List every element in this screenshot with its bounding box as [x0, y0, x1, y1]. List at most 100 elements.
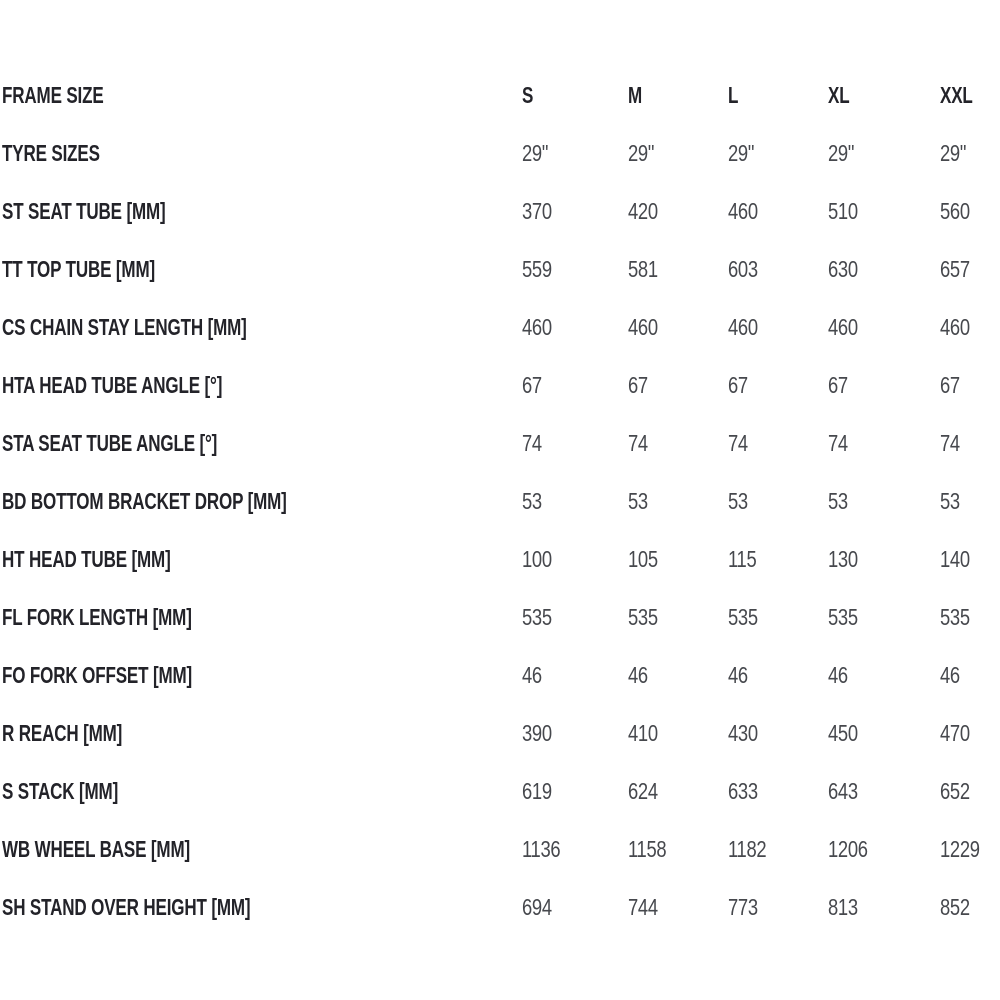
value-cell: 105	[628, 546, 728, 573]
cell-value: 1158	[628, 835, 667, 862]
value-cell: 67	[522, 372, 628, 399]
table-row: SH STAND OVER HEIGHT [MM] 694 744 773 813 852	[2, 878, 1000, 936]
cell-value: 744	[628, 893, 658, 920]
value-cell: 390	[522, 720, 628, 747]
table-body: TYRE SIZES 29" 29" 29" 29" 29" ST SEAT TUBE [M…	[2, 124, 1000, 936]
value-cell: 633	[728, 778, 828, 805]
value-cell: 773	[728, 894, 828, 921]
value-cell: 1136	[522, 836, 628, 863]
value-cell: 1229	[940, 836, 1000, 863]
value-cell: 535	[728, 604, 828, 631]
cell-value: 460	[728, 197, 758, 224]
value-cell: 450	[828, 720, 940, 747]
table-row: TYRE SIZES 29" 29" 29" 29" 29"	[2, 124, 1000, 182]
value-cell: 510	[828, 198, 940, 225]
value-cell: 130	[828, 546, 940, 573]
column-header-xl: XL	[828, 81, 850, 108]
value-cell: 29"	[522, 140, 628, 167]
cell-value: 100	[522, 545, 552, 572]
cell-value: 657	[940, 255, 970, 282]
value-cell: 1206	[828, 836, 940, 863]
value-cell: 46	[828, 662, 940, 689]
table-row: STA SEAT TUBE ANGLE [°] 74 74 74 74 74	[2, 414, 1000, 472]
cell-value: 67	[522, 371, 542, 398]
value-cell: 470	[940, 720, 1000, 747]
cell-value: 813	[828, 893, 858, 920]
row-label-cell: HTA HEAD TUBE ANGLE [°]	[2, 372, 522, 399]
value-cell: 410	[628, 720, 728, 747]
cell-value: 74	[522, 429, 542, 456]
value-cell: 430	[728, 720, 828, 747]
cell-value: 510	[828, 197, 858, 224]
row-label: TYRE SIZES	[2, 139, 100, 166]
value-cell: 652	[940, 778, 1000, 805]
cell-value: 29"	[628, 139, 655, 166]
cell-value: 535	[940, 603, 970, 630]
cell-value: 130	[828, 545, 858, 572]
value-cell: 53	[728, 488, 828, 515]
column-header-m: M	[628, 81, 643, 108]
table-row: S STACK [MM] 619 624 633 643 652	[2, 762, 1000, 820]
row-label-cell: S STACK [MM]	[2, 778, 522, 805]
value-cell: 29"	[728, 140, 828, 167]
header-label-cell: FRAME SIZE	[2, 82, 522, 109]
row-label-cell: FL FORK LENGTH [MM]	[2, 604, 522, 631]
value-cell: 67	[828, 372, 940, 399]
cell-value: 460	[522, 313, 552, 340]
cell-value: 535	[828, 603, 858, 630]
cell-value: 535	[728, 603, 758, 630]
value-cell: 619	[522, 778, 628, 805]
value-cell: 535	[522, 604, 628, 631]
cell-value: 74	[728, 429, 748, 456]
row-label: SH STAND OVER HEIGHT [MM]	[2, 893, 251, 920]
value-cell: 460	[628, 314, 728, 341]
cell-value: 420	[628, 197, 658, 224]
column-header-xxl: XXL	[940, 81, 973, 108]
value-cell: 420	[628, 198, 728, 225]
row-label: ST SEAT TUBE [MM]	[2, 197, 166, 224]
cell-value: 29"	[728, 139, 755, 166]
row-label-cell: BD BOTTOM BRACKET DROP [MM]	[2, 488, 522, 515]
cell-value: 630	[828, 255, 858, 282]
table-row: BD BOTTOM BRACKET DROP [MM] 53 53 53 53 53	[2, 472, 1000, 530]
value-cell: 535	[628, 604, 728, 631]
column-header-cell: XXL	[940, 82, 1000, 109]
column-header-cell: XL	[828, 82, 940, 109]
value-cell: 460	[728, 314, 828, 341]
cell-value: 773	[728, 893, 758, 920]
value-cell: 46	[628, 662, 728, 689]
table-row: HT HEAD TUBE [MM] 100 105 115 130 140	[2, 530, 1000, 588]
cell-value: 652	[940, 777, 970, 804]
table-row: FO FORK OFFSET [MM] 46 46 46 46 46	[2, 646, 1000, 704]
cell-value: 46	[940, 661, 960, 688]
value-cell: 100	[522, 546, 628, 573]
table-row: WB WHEEL BASE [MM] 1136 1158 1182 1206 1229	[2, 820, 1000, 878]
value-cell: 657	[940, 256, 1000, 283]
value-cell: 460	[828, 314, 940, 341]
cell-value: 53	[940, 487, 960, 514]
cell-value: 1206	[828, 835, 868, 862]
cell-value: 53	[522, 487, 542, 514]
table-row: R REACH [MM] 390 410 430 450 470	[2, 704, 1000, 762]
value-cell: 53	[522, 488, 628, 515]
cell-value: 470	[940, 719, 970, 746]
value-cell: 1158	[628, 836, 728, 863]
cell-value: 370	[522, 197, 552, 224]
cell-value: 603	[728, 255, 758, 282]
cell-value: 852	[940, 893, 970, 920]
cell-value: 46	[628, 661, 648, 688]
cell-value: 535	[628, 603, 658, 630]
row-label-cell: SH STAND OVER HEIGHT [MM]	[2, 894, 522, 921]
table-row: ST SEAT TUBE [MM] 370 420 460 510 560	[2, 182, 1000, 240]
column-header-l: L	[728, 81, 739, 108]
column-header-s: S	[522, 81, 534, 108]
row-label-cell: CS CHAIN STAY LENGTH [MM]	[2, 314, 522, 341]
cell-value: 619	[522, 777, 552, 804]
cell-value: 430	[728, 719, 758, 746]
value-cell: 74	[522, 430, 628, 457]
row-label-cell: STA SEAT TUBE ANGLE [°]	[2, 430, 522, 457]
cell-value: 115	[728, 545, 757, 572]
row-label: HTA HEAD TUBE ANGLE [°]	[2, 371, 223, 398]
row-label: FL FORK LENGTH [MM]	[2, 603, 192, 630]
